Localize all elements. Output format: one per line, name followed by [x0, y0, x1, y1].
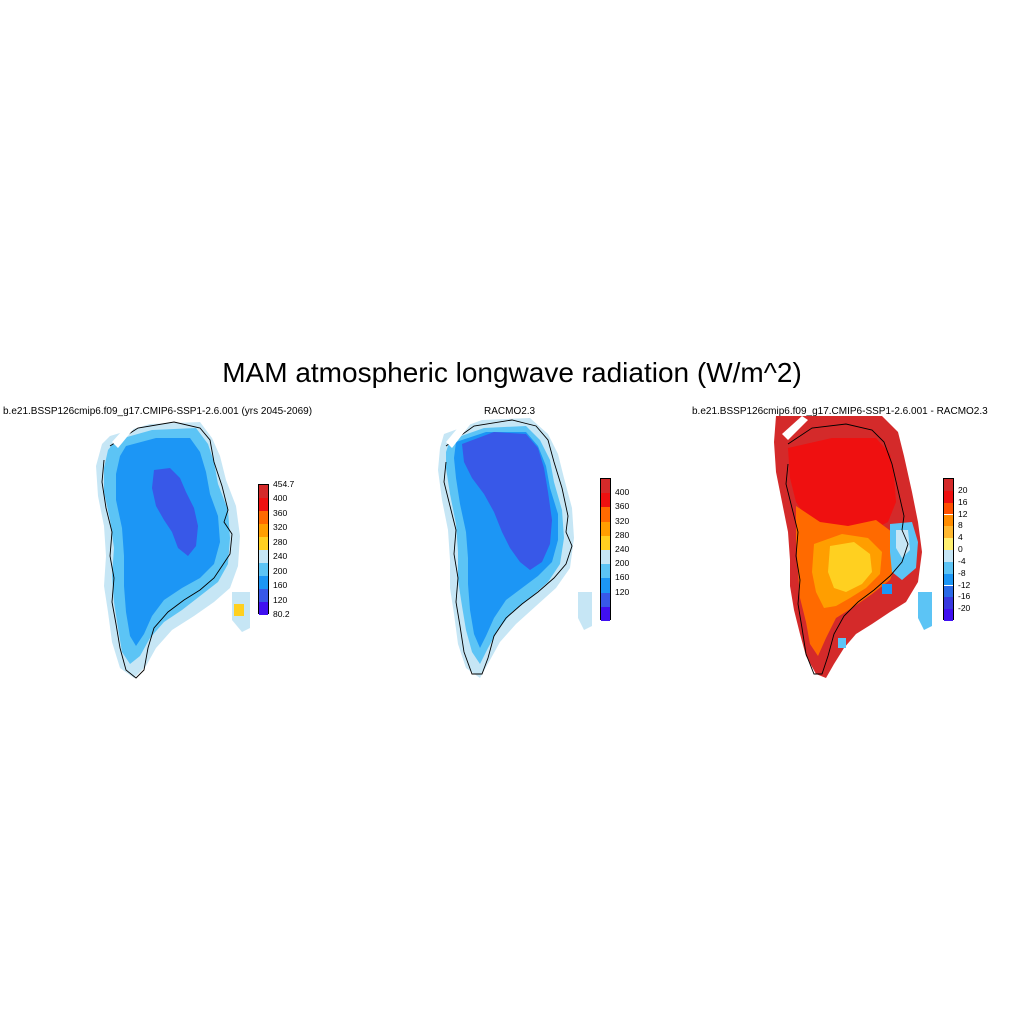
diff-cell-blue [838, 638, 846, 648]
colorbar-tick-label: 20 [958, 484, 968, 495]
colorbar-swatch [601, 521, 610, 536]
panel-title-model: b.e21.BSSP126cmip6.f09_g17.CMIP6-SSP1-2.… [3, 406, 313, 417]
colorbar-swatch [944, 573, 953, 586]
colorbar-swatch [601, 564, 610, 579]
colorbar-tick-label: 200 [273, 565, 288, 576]
colorbar-swatch [601, 479, 610, 494]
figure-title: MAM atmospheric longwave radiation (W/m^… [222, 357, 802, 388]
greenland-fill-summit [152, 468, 198, 556]
colorbar-swatch [944, 514, 953, 527]
iceland-patch [918, 592, 932, 630]
diff-cell-blue [882, 584, 892, 594]
greenland-coastline [101, 421, 233, 679]
colorbar-tick-label: 120 [273, 594, 288, 605]
colorbar-swatch [259, 524, 268, 537]
colorbar-tick-label: 360 [273, 507, 288, 518]
map-model [96, 421, 250, 679]
colorbar-tick-label: 280 [273, 536, 288, 547]
iceland-yellow-cell [234, 604, 244, 616]
colorbar-swatch [259, 550, 268, 563]
colorbar-swatch [259, 589, 268, 602]
colorbar-swatch [259, 563, 268, 576]
colorbar-swatch [259, 537, 268, 550]
colorbar-swatch [944, 490, 953, 503]
colorbar-tick-label: 80.2 [273, 609, 290, 619]
map-corner-white [112, 422, 136, 448]
colorbar-swatch [944, 526, 953, 539]
colorbar-diff-box [943, 478, 954, 621]
colorbar-tick-label: 120 [615, 586, 630, 597]
map-diff [774, 416, 932, 678]
colorbar-tick-label: 160 [273, 580, 288, 591]
colorbar-swatch [601, 535, 610, 550]
colorbar-tick-label: 240 [273, 551, 288, 562]
colorbar-tick-label: 280 [615, 529, 630, 540]
colorbar-tick-label: -8 [958, 567, 966, 578]
colorbar-swatch [944, 597, 953, 610]
iceland-patch [578, 592, 592, 630]
colorbar-obs-box [600, 478, 611, 621]
colorbar-swatch [601, 493, 610, 508]
colorbar-swatch [601, 550, 610, 565]
colorbar-tick-label: 16 [958, 496, 968, 507]
colorbar-tick-label: 400 [615, 487, 630, 498]
map-corner-white [446, 418, 472, 448]
colorbar-swatch [259, 602, 268, 615]
greenland-fill-summit [462, 432, 552, 570]
colorbar-swatch [259, 576, 268, 589]
colorbar-tick-label: 240 [615, 544, 630, 554]
colorbar-swatch [259, 498, 268, 511]
map-corner-white [782, 416, 808, 440]
colorbar-tick-label: -4 [958, 555, 966, 566]
colorbar-swatch [944, 550, 953, 562]
colorbar-swatch [944, 479, 953, 491]
colorbar-tick-label: 0 [958, 544, 963, 554]
colorbar-tick-label: 12 [958, 508, 968, 519]
panel-title-obs: RACMO2.3 [484, 406, 536, 417]
greenland-coastline [443, 419, 573, 675]
colorbar-tick-label: 4 [958, 532, 963, 543]
colorbar-tick-label: 320 [273, 522, 288, 533]
colorbar-swatch [944, 585, 953, 598]
greenland-coastline [785, 423, 909, 675]
colorbar-swatch [944, 502, 953, 515]
diff-fill-darkred [788, 438, 896, 534]
colorbar-tick-label: -16 [958, 591, 971, 602]
diff-fill-yellow [828, 542, 872, 592]
colorbar-swatch [944, 561, 953, 574]
colorbar-tick-label: 400 [273, 493, 288, 504]
colorbar-swatch [601, 606, 610, 621]
panel-title-diff: b.e21.BSSP126cmip6.f09_g17.CMIP6-SSP1-2.… [692, 406, 988, 417]
colorbar-tick-label: 320 [615, 515, 630, 526]
colorbar-swatch [601, 507, 610, 522]
colorbar-tick-label: 454.7 [273, 479, 295, 489]
colorbar-swatch [944, 609, 953, 621]
colorbar-swatch [601, 592, 610, 607]
colorbar-tick-label: 360 [615, 501, 630, 512]
diff-fill-lightblue [896, 530, 910, 558]
colorbar-tick-label: 8 [958, 520, 963, 531]
colorbar-tick-label: -12 [958, 579, 971, 590]
colorbar-swatch [259, 485, 268, 498]
colorbar-swatch [259, 511, 268, 524]
colorbar-tick-label: 160 [615, 572, 630, 583]
colorbar-model-box [258, 484, 269, 615]
colorbar-swatch [601, 578, 610, 593]
map-obs [438, 418, 592, 678]
colorbar-tick-label: -20 [958, 603, 971, 614]
colorbar-tick-label: 200 [615, 558, 630, 569]
colorbar-swatch [944, 538, 953, 550]
greenland-fill-interior [116, 438, 220, 646]
